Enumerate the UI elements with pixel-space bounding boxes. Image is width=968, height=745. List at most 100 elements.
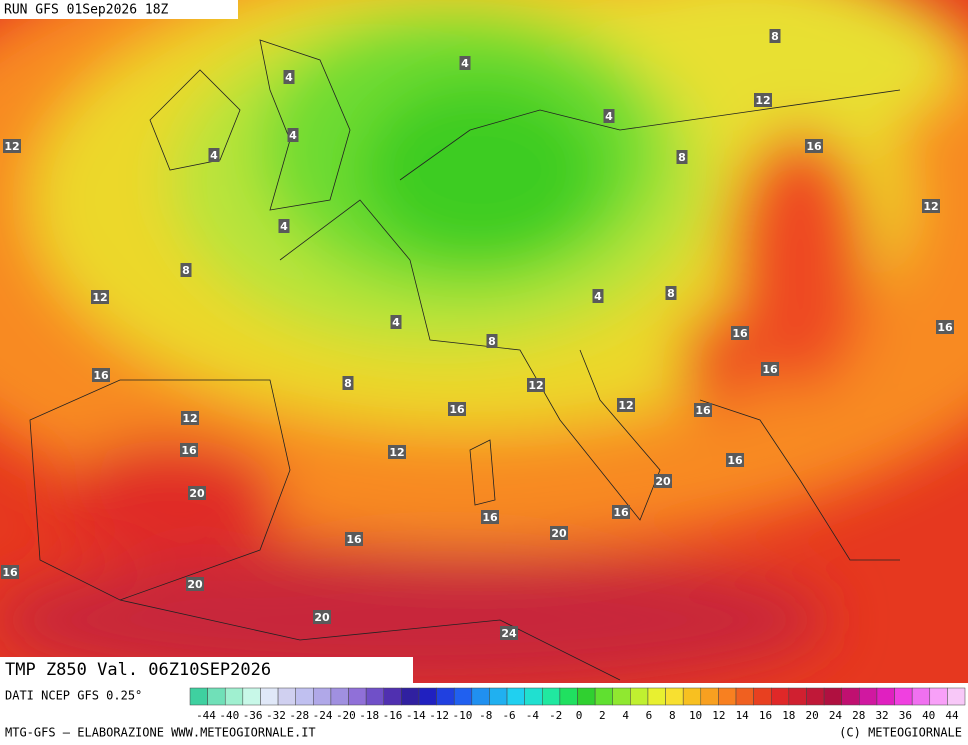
contour-label: 4 bbox=[605, 110, 613, 123]
contour-label-box bbox=[592, 289, 604, 303]
color-swatch bbox=[436, 687, 455, 706]
legend-label: 4 bbox=[622, 709, 629, 722]
contour-label-box bbox=[448, 402, 466, 416]
legend-label: -10 bbox=[453, 709, 473, 722]
contour-label-box bbox=[181, 411, 199, 425]
legend-label: -32 bbox=[266, 709, 286, 722]
color-swatch bbox=[506, 687, 525, 706]
contour-label-box bbox=[603, 109, 615, 123]
contour-label: 16 bbox=[727, 454, 743, 467]
contour-label: 8 bbox=[344, 377, 352, 390]
contour-label: 20 bbox=[655, 475, 671, 488]
contour-label-box bbox=[313, 610, 331, 624]
color-swatch bbox=[489, 687, 508, 706]
color-swatch bbox=[418, 687, 437, 706]
legend-label: 2 bbox=[599, 709, 606, 722]
legend-label: 12 bbox=[712, 709, 725, 722]
contour-label: 12 bbox=[4, 140, 19, 153]
contour-label: 12 bbox=[923, 200, 938, 213]
contour-label-box bbox=[617, 398, 635, 412]
contour-label-box bbox=[459, 56, 471, 70]
contour-label-box bbox=[1, 565, 19, 579]
contour-label-box bbox=[486, 334, 498, 348]
color-swatch bbox=[859, 687, 878, 706]
contour-label: 16 bbox=[613, 506, 629, 519]
legend-label: 16 bbox=[759, 709, 772, 722]
contour-label-box bbox=[654, 474, 672, 488]
legend-label: 28 bbox=[852, 709, 865, 722]
color-swatch bbox=[348, 687, 367, 706]
color-swatch bbox=[823, 687, 842, 706]
legend-label: 18 bbox=[782, 709, 795, 722]
contour-label: 16 bbox=[181, 444, 197, 457]
legend-label: 8 bbox=[669, 709, 676, 722]
contour-label-box bbox=[481, 510, 499, 524]
legend-label: -16 bbox=[383, 709, 403, 722]
legend-label: 6 bbox=[646, 709, 653, 722]
temperature-field bbox=[0, 0, 968, 690]
contour-label: 20 bbox=[187, 578, 203, 591]
color-swatch bbox=[876, 687, 895, 706]
legend-label: 20 bbox=[806, 709, 819, 722]
color-swatch bbox=[260, 687, 279, 706]
legend-label: 32 bbox=[875, 709, 888, 722]
color-swatch bbox=[612, 687, 631, 706]
source-label: DATI NCEP GFS 0.25° bbox=[5, 689, 142, 703]
legend-label: -44 bbox=[196, 709, 216, 722]
contour-label: 16 bbox=[806, 140, 822, 153]
legend-label: -6 bbox=[502, 709, 515, 722]
contour-label: 12 bbox=[92, 291, 107, 304]
contour-label: 8 bbox=[667, 287, 675, 300]
color-swatch bbox=[401, 687, 420, 706]
legend-label: -28 bbox=[289, 709, 309, 722]
footer-left: MTG-GFS — ELABORAZIONE WWW.METEOGIORNALE… bbox=[5, 726, 316, 740]
color-swatch bbox=[911, 687, 931, 706]
color-swatch bbox=[277, 687, 296, 706]
legend-label: 40 bbox=[922, 709, 935, 722]
contour-label-box bbox=[188, 486, 206, 500]
contour-label: 4 bbox=[285, 71, 293, 84]
contour-label-box bbox=[342, 376, 354, 390]
contour-label: 4 bbox=[280, 220, 288, 233]
color-swatch bbox=[383, 687, 402, 706]
contour-label-box bbox=[500, 626, 518, 640]
legend-label: -8 bbox=[479, 709, 492, 722]
color-swatch bbox=[753, 687, 772, 706]
contour-label-box bbox=[761, 362, 779, 376]
contour-label: 16 bbox=[732, 327, 748, 340]
contour-label-box bbox=[388, 445, 406, 459]
color-swatch bbox=[894, 687, 913, 706]
color-swatch bbox=[453, 687, 473, 706]
contour-label-box bbox=[936, 320, 954, 334]
map-title: TMP Z850 Val. 06Z10SEP2026 bbox=[5, 660, 271, 680]
color-swatch bbox=[735, 687, 754, 706]
contour-label: 16 bbox=[93, 369, 109, 382]
contour-label: 20 bbox=[189, 487, 205, 500]
color-swatch bbox=[665, 687, 684, 706]
contour-label-box bbox=[345, 532, 363, 546]
contour-label-box bbox=[287, 128, 299, 142]
color-swatch bbox=[630, 687, 649, 706]
run-label: RUN GFS 01Sep2026 18Z bbox=[4, 3, 169, 18]
contour-label: 12 bbox=[528, 379, 543, 392]
legend-label: 36 bbox=[899, 709, 912, 722]
color-swatch bbox=[788, 687, 807, 706]
contour-label-box bbox=[731, 326, 749, 340]
contour-label: 16 bbox=[762, 363, 778, 376]
color-swatch bbox=[929, 687, 948, 706]
contour-label: 4 bbox=[392, 316, 400, 329]
color-swatch bbox=[330, 687, 349, 706]
color-swatch bbox=[242, 687, 261, 706]
contour-label: 4 bbox=[210, 149, 218, 162]
legend-label: 44 bbox=[945, 709, 959, 722]
legend-label: -36 bbox=[243, 709, 263, 722]
contour-label-box bbox=[186, 577, 204, 591]
contour-label: 20 bbox=[551, 527, 567, 540]
contour-label-box bbox=[726, 453, 744, 467]
color-swatch bbox=[524, 687, 543, 706]
legend-label: -20 bbox=[336, 709, 356, 722]
contour-label-box bbox=[180, 263, 192, 277]
contour-label: 12 bbox=[182, 412, 197, 425]
color-swatch bbox=[207, 687, 226, 706]
